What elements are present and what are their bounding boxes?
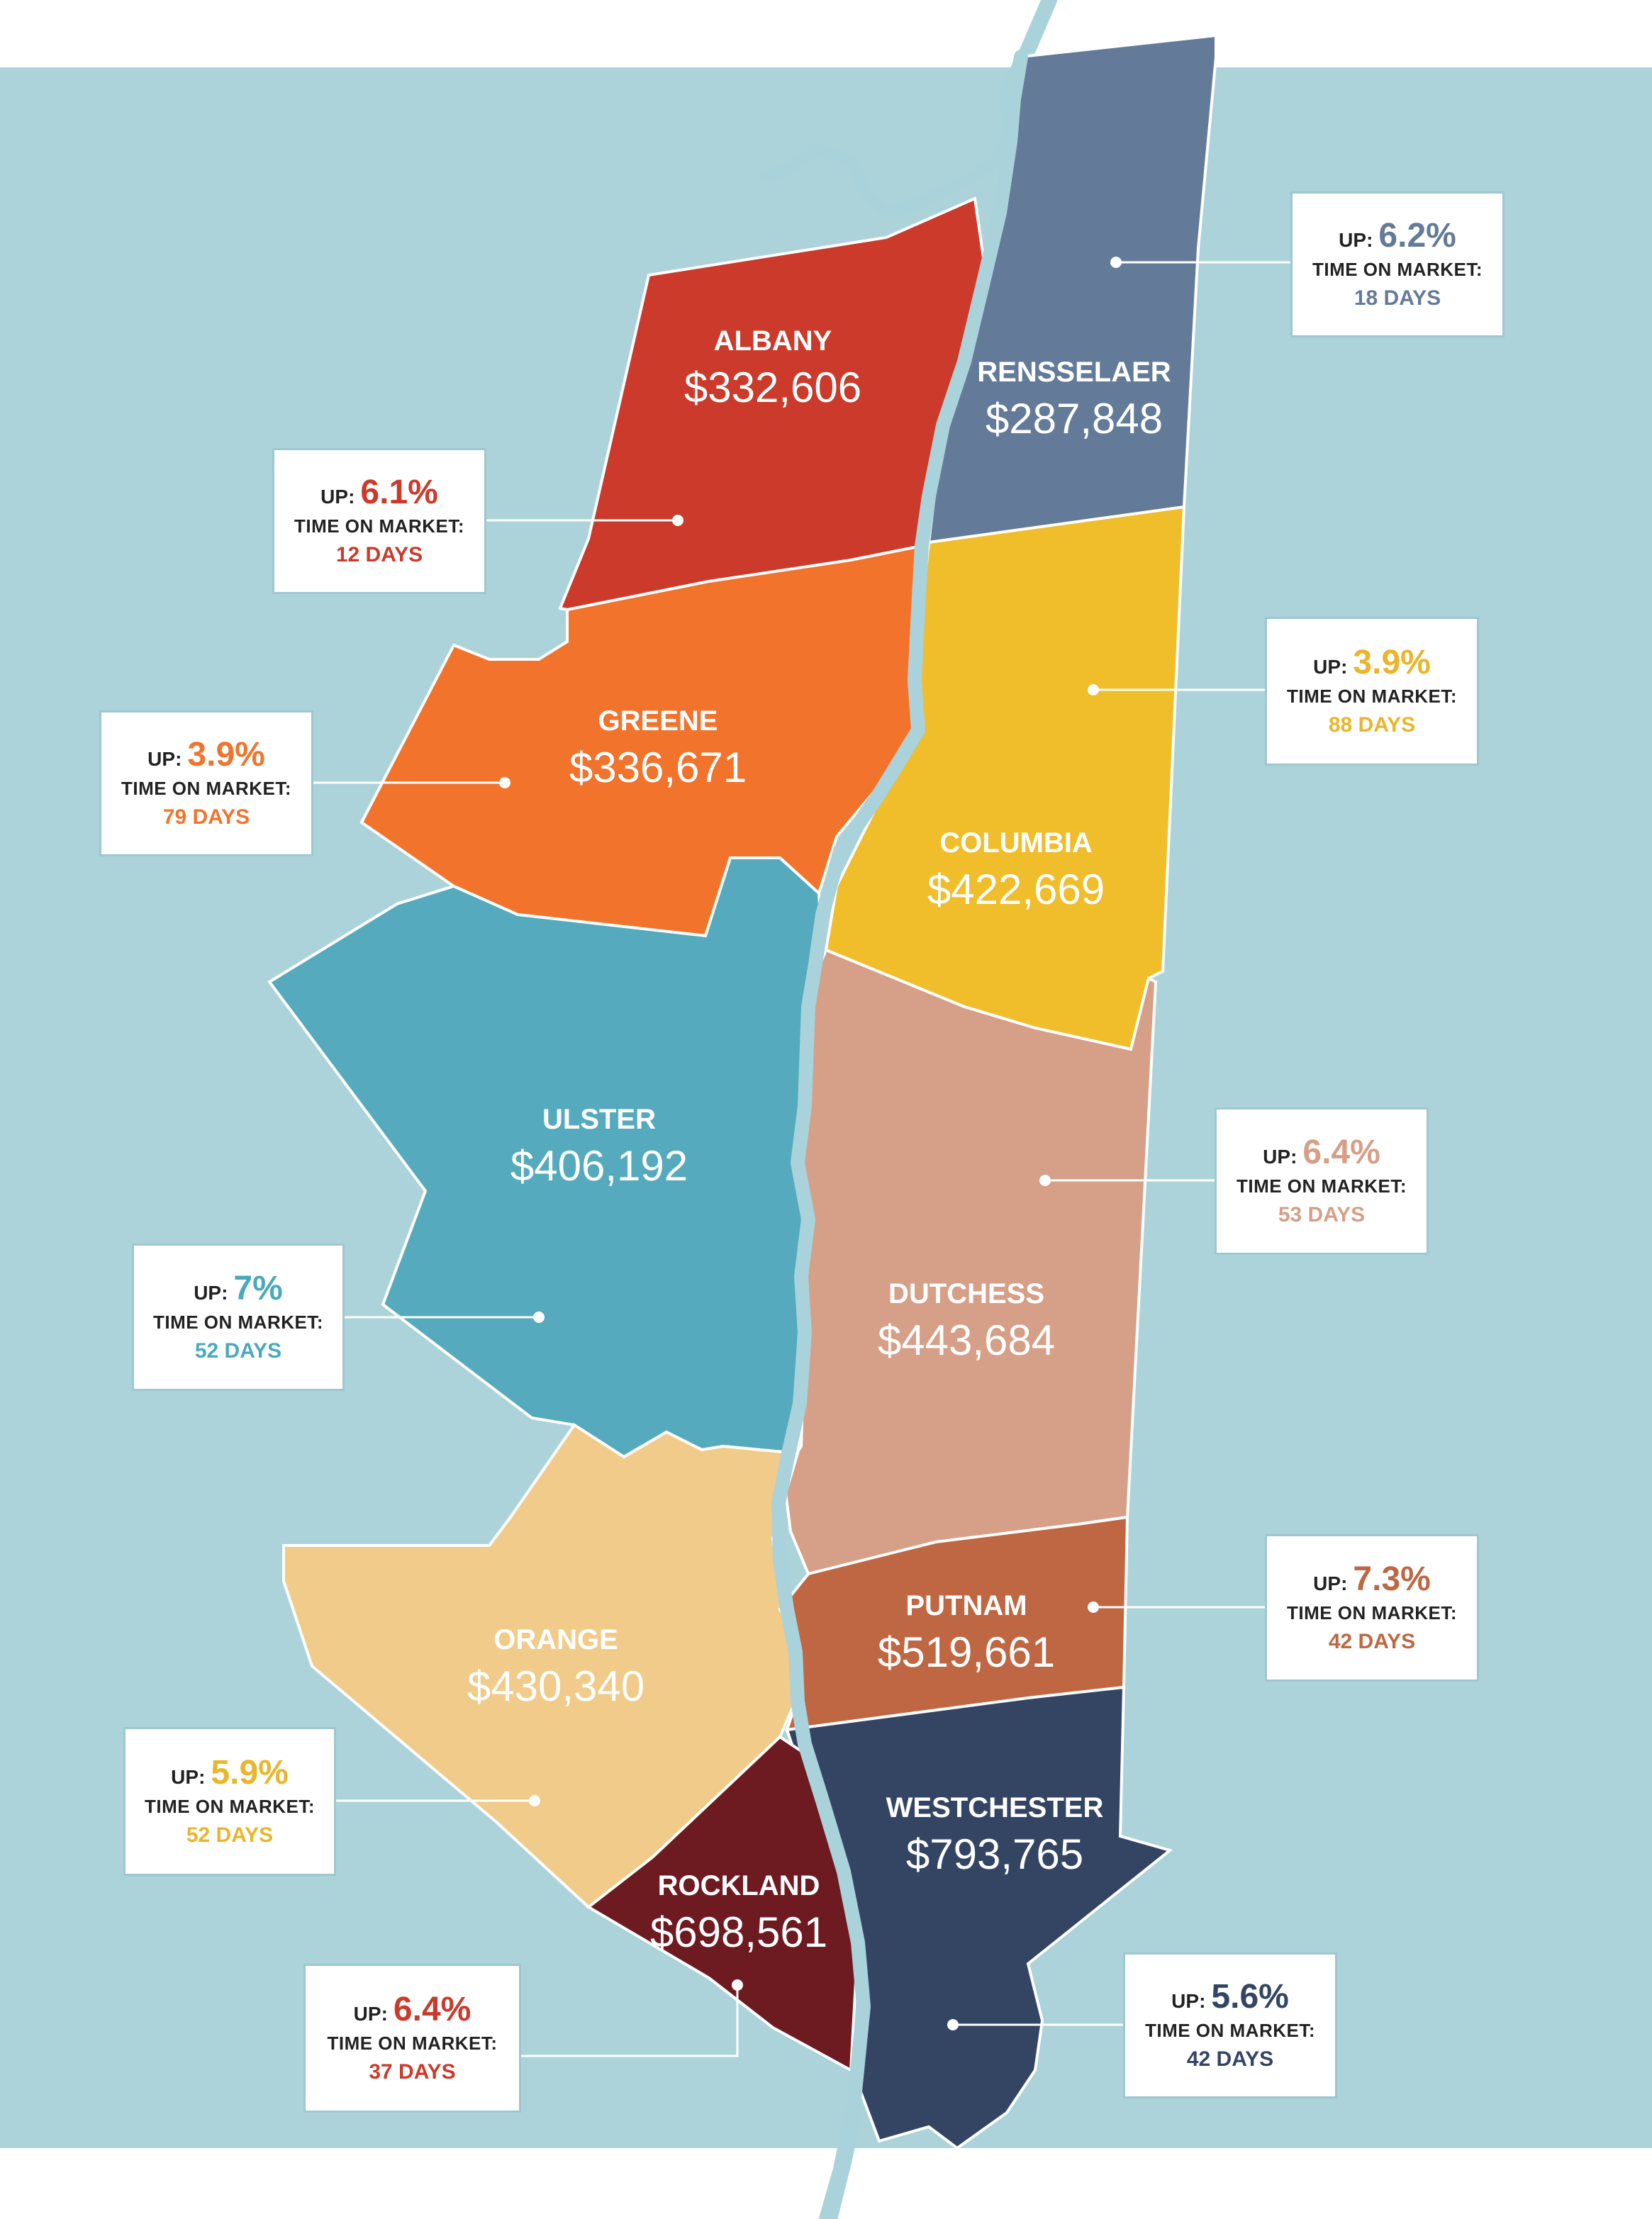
county-price-dutchess: $443,684	[878, 1317, 1055, 1364]
up-label: UP:	[1313, 1572, 1348, 1594]
callout-orange: UP: 5.9% TIME ON MARKET: 52 DAYS	[123, 1727, 336, 1876]
time-on-market-label: TIME ON MARKET:	[1286, 1602, 1458, 1623]
county-price-albany: $332,606	[684, 364, 861, 411]
up-value-rockland: 6.4%	[393, 1990, 471, 2028]
up-value-westchester: 5.6%	[1211, 1977, 1289, 2016]
time-on-market-label: TIME ON MARKET:	[1144, 2019, 1316, 2041]
up-label: UP:	[194, 1281, 228, 1304]
days-value-greene: 79 DAYS	[162, 805, 250, 829]
callout-westchester: UP: 5.6% TIME ON MARKET: 42 DAYS	[1123, 1952, 1337, 2098]
time-on-market-label: TIME ON MARKET:	[1312, 258, 1483, 280]
leader-dots	[499, 257, 1122, 2030]
county-price-rensselaer: $287,848	[986, 395, 1163, 442]
county-name-ulster: ULSTER	[542, 1104, 656, 1135]
mohawk-river	[760, 136, 1012, 218]
up-label: UP:	[320, 485, 355, 508]
time-on-market-label: TIME ON MARKET:	[121, 777, 292, 799]
county-name-columbia: COLUMBIA	[939, 827, 1093, 859]
callout-dutchess: UP: 6.4% TIME ON MARKET: 53 DAYS	[1215, 1107, 1429, 1255]
county-price-ulster: $406,192	[510, 1142, 688, 1190]
up-value-orange: 5.9%	[211, 1753, 289, 1792]
up-value-rensselaer: 6.2%	[1378, 216, 1456, 255]
county-dutchess[interactable]	[781, 948, 1158, 1576]
up-label: UP:	[1313, 655, 1348, 678]
time-on-market-label: TIME ON MARKET:	[327, 2032, 498, 2054]
days-value-albany: 12 DAYS	[335, 542, 423, 566]
time-on-market-label: TIME ON MARKET:	[1286, 685, 1458, 707]
time-on-market-label: TIME ON MARKET:	[294, 515, 465, 537]
county-name-orange: ORANGE	[493, 1624, 618, 1655]
days-value-columbia: 88 DAYS	[1328, 712, 1416, 737]
county-name-putnam: PUTNAM	[905, 1590, 1027, 1621]
days-value-rockland: 37 DAYS	[369, 2059, 456, 2084]
up-label: UP:	[1263, 1145, 1297, 1168]
county-name-albany: ALBANY	[714, 325, 832, 357]
days-value-rensselaer: 18 DAYS	[1354, 286, 1441, 310]
callout-rockland: UP: 6.4% TIME ON MARKET: 37 DAYS	[303, 1964, 521, 2113]
up-label: UP:	[353, 2002, 388, 2025]
days-value-westchester: 42 DAYS	[1186, 2047, 1274, 2071]
time-on-market-label: TIME ON MARKET:	[152, 1311, 324, 1333]
days-value-ulster: 52 DAYS	[194, 1338, 282, 1363]
callout-putnam: UP: 7.3% TIME ON MARKET: 42 DAYS	[1265, 1534, 1479, 1682]
county-price-greene: $336,671	[569, 744, 747, 791]
callout-ulster: UP: 7% TIME ON MARKET: 52 DAYS	[132, 1243, 345, 1391]
county-price-columbia: $422,669	[927, 866, 1105, 913]
up-value-ulster: 7%	[233, 1269, 283, 1307]
callout-columbia: UP: 3.9% TIME ON MARKET: 88 DAYS	[1265, 617, 1479, 766]
county-price-rockland: $698,561	[650, 1908, 827, 1956]
leader-lines	[313, 261, 1290, 2057]
up-value-putnam: 7.3%	[1353, 1560, 1431, 1598]
hudson-river-overlay	[771, 50, 1028, 2219]
county-name-westchester: WESTCHESTER	[886, 1792, 1104, 1823]
up-label: UP:	[171, 1765, 206, 1788]
up-label: UP:	[147, 747, 182, 770]
up-label: UP:	[1171, 1989, 1206, 2012]
days-value-dutchess: 53 DAYS	[1278, 1202, 1366, 1226]
time-on-market-label: TIME ON MARKET:	[144, 1795, 316, 1817]
county-name-rensselaer: RENSSELAER	[977, 357, 1171, 388]
up-value-albany: 6.1%	[360, 473, 438, 511]
callout-greene: UP: 3.9% TIME ON MARKET: 79 DAYS	[99, 710, 313, 856]
county-name-rockland: ROCKLAND	[658, 1870, 820, 1901]
county-price-westchester: $793,765	[906, 1830, 1083, 1878]
up-label: UP:	[1339, 228, 1373, 251]
up-value-columbia: 3.9%	[1353, 643, 1431, 681]
callout-rensselaer: UP: 6.2% TIME ON MARKET: 18 DAYS	[1290, 191, 1505, 337]
callout-albany: UP: 6.1% TIME ON MARKET: 12 DAYS	[272, 448, 486, 594]
county-price-putnam: $519,661	[878, 1628, 1055, 1676]
time-on-market-label: TIME ON MARKET:	[1236, 1175, 1407, 1197]
days-value-orange: 52 DAYS	[186, 1823, 274, 1847]
county-name-dutchess: DUTCHESS	[888, 1278, 1044, 1309]
up-value-greene: 3.9%	[187, 735, 265, 773]
county-name-greene: GREENE	[598, 705, 718, 737]
days-value-putnam: 42 DAYS	[1328, 1629, 1416, 1653]
county-price-orange: $430,340	[467, 1662, 644, 1710]
up-value-dutchess: 6.4%	[1302, 1133, 1380, 1171]
